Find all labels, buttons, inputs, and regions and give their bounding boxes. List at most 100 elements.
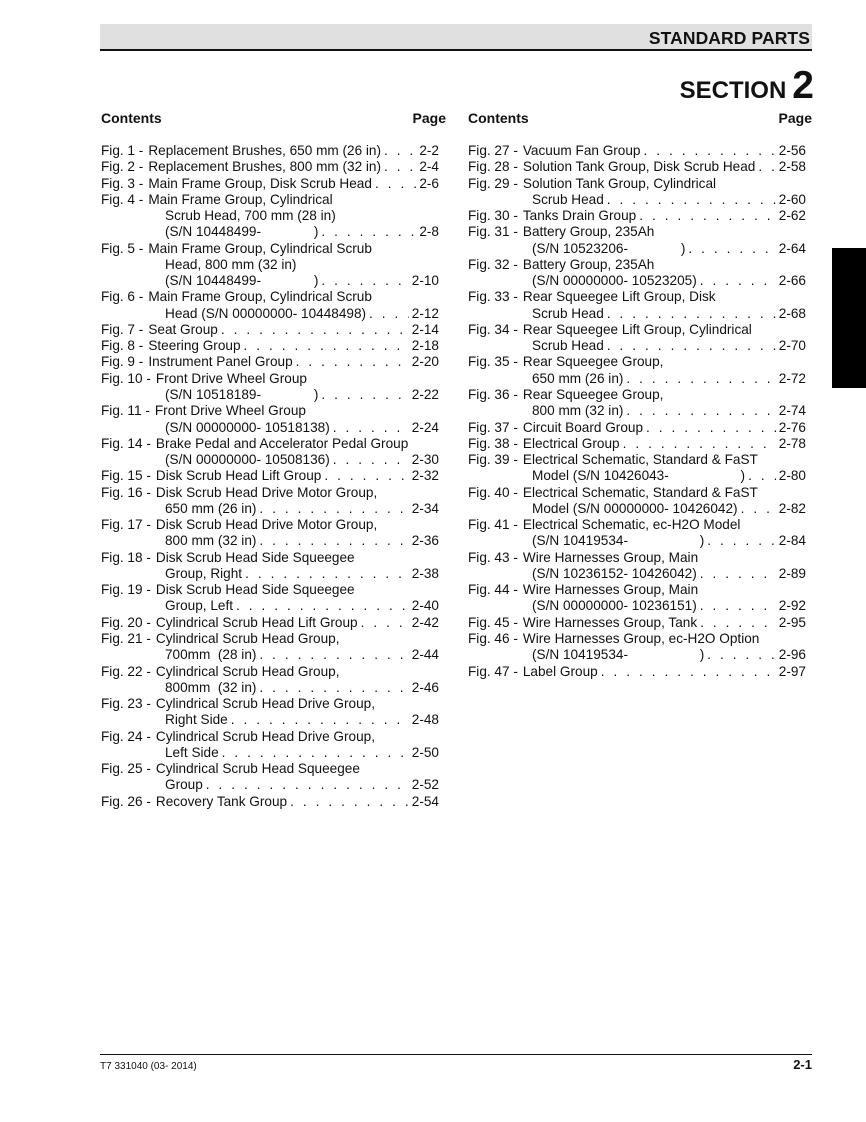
toc-entry-line: Fig. 20 - Cylindrical Scrub Head Lift Gro…	[101, 615, 439, 631]
figure-label: Fig. 3 -	[101, 175, 144, 191]
toc-entry-line: (S/N 10419534- ) 2-84	[468, 533, 806, 549]
toc-entry-line: Group 2-52	[101, 777, 439, 793]
figure-label: Fig. 25 -	[101, 761, 151, 777]
figure-label: Fig. 5 -	[101, 240, 144, 256]
dot-leader	[259, 501, 408, 517]
toc-entry-line: Fig. 6 - Main Frame Group, Cylindrical Sc…	[101, 289, 439, 305]
figure-label: Fig. 19 -	[101, 582, 151, 598]
figure-page: 2-89	[778, 565, 806, 581]
figure-title: Disk Scrub Head Lift Group	[155, 468, 322, 484]
toc-entry: Fig. 24 - Cylindrical Scrub Head Drive Gr…	[101, 729, 439, 762]
figure-label: Fig. 32 -	[468, 256, 518, 272]
dot-leader	[700, 273, 776, 289]
figure-title: Electrical Schematic, Standard & FaST	[522, 452, 758, 468]
toc-entry-line: Fig. 8 -Steering Group 2-18	[101, 338, 439, 354]
toc-entry: Fig. 31 - Battery Group, 235Ah (S/N 105232…	[468, 224, 806, 257]
figure-page: 2-68	[778, 305, 806, 321]
figure-title: Brake Pedal and Accelerator Pedal Group	[155, 435, 409, 451]
figure-title: Electrical Schematic, ec-H2O Model	[522, 517, 741, 533]
toc-entry-line: Fig. 18 - Disk Scrub Head Side Squeegee	[101, 550, 439, 566]
figure-title: 650 mm (26 in)	[165, 500, 257, 516]
figure-label: Fig. 35 -	[468, 354, 518, 370]
toc-entry-line: Fig. 5 - Main Frame Group, Cylindrical Sc…	[101, 241, 439, 257]
dot-leader	[361, 615, 409, 631]
toc-entry-line: Fig. 43 - Wire Harnesses Group, Main	[468, 550, 806, 566]
figure-title: Right Side	[165, 712, 228, 728]
toc-entry-line: (S/N 10448499- ) 2-8	[101, 224, 439, 240]
toc-entry-line: Fig. 2 - Replacement Brushes, 800 mm (32 …	[101, 159, 439, 175]
toc-entry: Fig. 23 - Cylindrical Scrub Head Drive Gr…	[101, 696, 439, 729]
dot-leader	[607, 192, 776, 208]
figure-label: Fig. 17 -	[101, 517, 151, 533]
toc-entry-line: Fig. 34 - Rear Squeegee Lift Group, Cylin…	[468, 322, 806, 338]
toc-entry-line: Scrub Head 2-70	[468, 338, 806, 354]
section-thumb-tab	[832, 248, 866, 388]
toc-entry: Fig. 28 - Solution Tank Group, Disk Scrub…	[468, 159, 806, 175]
figure-title: Steering Group	[148, 338, 241, 354]
figure-page: 2-92	[778, 598, 806, 614]
figure-page: 2-48	[411, 712, 439, 728]
figure-title: Cylindrical Scrub Head Drive Group,	[155, 696, 375, 712]
toc-entry-line: Scrub Head, 700 mm (28 in)	[101, 208, 439, 224]
toc-entry-line: (S/N 10448499- ) 2-10	[101, 273, 439, 289]
toc-entry-line: Head, 800 mm (32 in)	[101, 257, 439, 273]
figure-page: 2-46	[411, 679, 439, 695]
toc-entry-line: Fig. 31 - Battery Group, 235Ah	[468, 224, 806, 240]
toc-entry: Fig. 5 - Main Frame Group, Cylindrical Sc…	[101, 241, 439, 290]
figure-page: 2-62	[778, 208, 806, 224]
figure-page: 2-50	[411, 744, 439, 760]
toc-entry-line: Fig. 11 - Front Drive Wheel Group	[101, 403, 439, 419]
toc-entry: Fig. 26 -Recovery Tank Group 2-54	[101, 794, 439, 810]
toc-entry-line: Fig. 3 - Main Frame Group, Disk Scrub Hea…	[101, 176, 439, 192]
figure-label: Fig. 23 -	[101, 696, 151, 712]
figure-title: Rear Squeegee Lift Group, Cylindrical	[522, 321, 752, 337]
toc-entry-line: 800 mm (32 in) 2-36	[101, 533, 439, 549]
toc-entry: Fig. 25 - Cylindrical Scrub Head Squeegee…	[101, 761, 439, 794]
toc-entry: Fig. 14 - Brake Pedal and Accelerator Ped…	[101, 436, 439, 469]
toc-entry: Fig. 47 -Label Group 2-97	[468, 664, 806, 680]
toc-entry: Fig. 2 - Replacement Brushes, 800 mm (32 …	[101, 159, 439, 175]
toc-entry-line: 800 mm (32 in) 2-74	[468, 403, 806, 419]
figure-label: Fig. 29 -	[468, 175, 518, 191]
figure-title: Battery Group, 235Ah	[522, 256, 655, 272]
dot-leader	[700, 598, 776, 614]
toc-entry-line: (S/N 10236152- 10426042) 2-89	[468, 566, 806, 582]
figure-label: Fig. 44 -	[468, 582, 518, 598]
toc-entry: Fig. 21 - Cylindrical Scrub Head Group, 70…	[101, 631, 439, 664]
dot-leader	[206, 777, 409, 793]
footer: T7 331040 (03- 2014) 2-1	[100, 1054, 812, 1072]
figure-label: Fig. 4 -	[101, 191, 144, 207]
toc-entry-line: Scrub Head 2-60	[468, 192, 806, 208]
figure-label: Fig. 26 -	[101, 793, 151, 809]
toc-entry-line: Fig. 29 - Solution Tank Group, Cylindrica…	[468, 176, 806, 192]
figure-label: Fig. 47 -	[468, 663, 518, 679]
figure-label: Fig. 27 -	[468, 143, 518, 158]
toc-entry-line: Fig. 37 -Circuit Board Group 2-76	[468, 420, 806, 436]
section-number: 2	[792, 64, 814, 107]
figure-title: 800 mm (32 in)	[165, 533, 257, 549]
figure-label: Fig. 7 -	[101, 321, 144, 337]
figure-page: 2-24	[411, 419, 439, 435]
figure-title: Disk Scrub Head Drive Motor Group,	[155, 517, 378, 533]
contents-header-right: Contents Page	[468, 110, 812, 126]
toc-entry-line: Fig. 39 - Electrical Schematic, Standard …	[468, 452, 806, 468]
figure-page: 2-64	[778, 240, 806, 256]
toc-entry: Fig. 18 - Disk Scrub Head Side Squeegee Gr…	[101, 550, 439, 583]
toc-entry-line: (S/N 10518189- ) 2-22	[101, 387, 439, 403]
toc-entry-line: Fig. 24 - Cylindrical Scrub Head Drive Gr…	[101, 729, 439, 745]
figure-label: Fig. 1 -	[101, 143, 144, 158]
figure-page: 2-70	[778, 338, 806, 354]
figure-title: Wire Harnesses Group, Main	[522, 549, 699, 565]
figure-page: 2-60	[778, 191, 806, 207]
dot-leader	[324, 468, 408, 484]
figure-title: Rear Squeegee Lift Group, Disk	[522, 289, 716, 305]
toc-entry: Fig. 8 -Steering Group 2-18	[101, 338, 439, 354]
toc-entry-line: Fig. 22 - Cylindrical Scrub Head Group,	[101, 664, 439, 680]
toc-entry: Fig. 9 -Instrument Panel Group 2-20	[101, 354, 439, 370]
figure-title: Main Frame Group, Cylindrical Scrub	[148, 240, 372, 256]
figure-title: Main Frame Group, Disk Scrub Head	[148, 175, 372, 191]
figure-title: (S/N 10419534- )	[532, 647, 705, 663]
figure-title: Wire Harnesses Group, ec-H2O Option	[522, 630, 760, 646]
document-number: T7 331040 (03- 2014)	[100, 1061, 197, 1072]
dot-leader	[707, 533, 776, 549]
